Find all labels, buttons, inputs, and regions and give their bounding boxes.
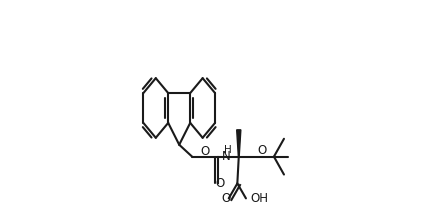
Text: O: O xyxy=(258,144,267,157)
Polygon shape xyxy=(237,130,241,157)
Text: O: O xyxy=(222,192,231,205)
Text: OH: OH xyxy=(250,192,269,205)
Text: O: O xyxy=(200,145,209,158)
Text: O: O xyxy=(215,177,224,190)
Text: N: N xyxy=(222,150,231,163)
Text: H: H xyxy=(224,145,231,155)
